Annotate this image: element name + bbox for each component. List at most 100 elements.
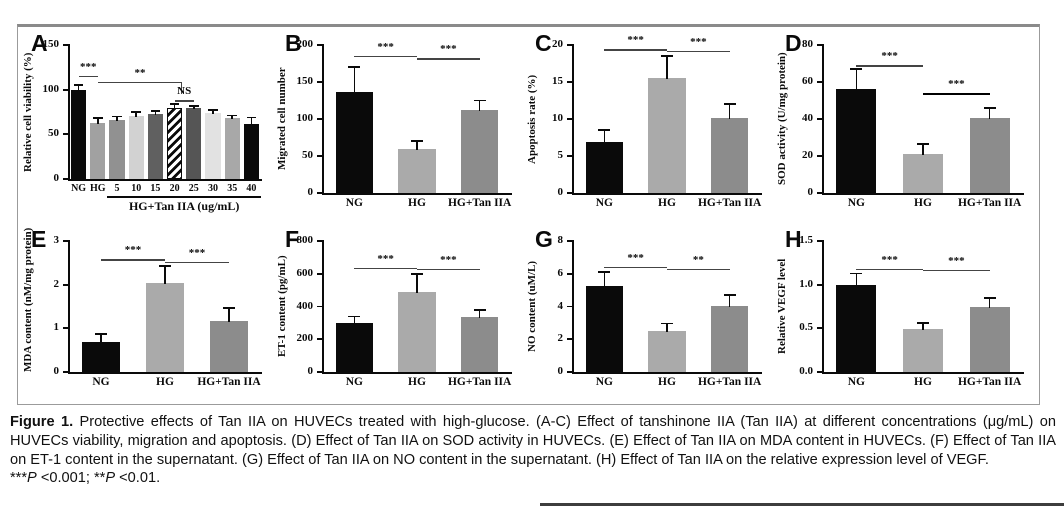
category-label: NG	[71, 183, 87, 194]
error-bar-cap	[983, 107, 996, 109]
y-tick-label: 400	[296, 299, 314, 312]
error-bar-line	[478, 100, 481, 112]
y-tick-mark	[817, 283, 822, 286]
y-tick-label: 200	[296, 332, 314, 345]
y-axis-line	[322, 44, 324, 194]
error-bar-line	[231, 115, 233, 120]
y-axis-line	[68, 44, 70, 180]
bar	[224, 118, 240, 179]
bar	[90, 122, 106, 179]
y-tick-mark	[63, 44, 68, 46]
y-tick-label: 150	[296, 75, 314, 87]
category-label: 5	[114, 183, 120, 194]
sig-label: ***	[627, 34, 644, 47]
error-bar-cap	[917, 322, 929, 324]
panel-b: B 0 50 100 150 200 Migrated cell number NG HG HG+…	[272, 27, 522, 223]
error-bar-cap	[131, 111, 141, 113]
sig-label: ***	[440, 254, 457, 267]
error-bar-line	[855, 69, 858, 91]
error-bar-line	[416, 141, 418, 151]
y-tick-mark	[63, 283, 68, 286]
x-axis-line	[68, 179, 262, 181]
category-label: HG	[914, 197, 932, 209]
panel-label: G	[535, 226, 553, 252]
error-bar-cap	[112, 115, 122, 118]
panel-label: D	[785, 30, 802, 56]
category-label: 25	[188, 183, 199, 194]
error-bar-cap	[150, 110, 161, 112]
bar	[460, 110, 499, 193]
y-tick-label: 0	[807, 186, 814, 198]
error-bar-line	[250, 117, 253, 125]
error-bar-cap	[917, 143, 929, 145]
y-axis-title: ET-1 content (pg/mL)	[276, 255, 288, 358]
sig-line	[923, 93, 990, 96]
error-bar-line	[100, 334, 102, 343]
y-axis-title: Relative cell viability (%)	[22, 52, 34, 172]
sig-line	[101, 259, 165, 261]
bar	[969, 118, 1010, 193]
category-label: HG	[658, 376, 676, 388]
bar	[109, 120, 125, 179]
y-tick-label: 8	[557, 234, 564, 246]
error-bar-cap	[411, 140, 423, 142]
category-label: 20	[169, 183, 180, 194]
sig-line	[174, 100, 194, 102]
bar	[836, 89, 877, 193]
sig-line	[354, 268, 417, 270]
error-bar-cap	[983, 296, 996, 299]
error-bar-cap	[850, 272, 863, 275]
sig-label: ***	[377, 253, 394, 266]
panel-label: E	[31, 226, 47, 252]
y-tick-mark	[317, 240, 322, 242]
y-tick-label: 0.0	[799, 365, 813, 377]
bar	[460, 316, 499, 372]
category-label: 40	[246, 183, 257, 194]
y-tick-label: 0.5	[799, 321, 813, 334]
y-tick-label: 100	[42, 82, 60, 95]
category-label: HG+Tan IIA	[697, 376, 762, 388]
panel-f: F 0 200 400 600 800 ET-1 content (pg/mL) NG HG HG…	[272, 223, 522, 402]
sig-label: ***	[948, 254, 965, 267]
stats-sig3: ***	[10, 470, 28, 486]
error-bar-line	[603, 130, 606, 143]
category-label: 10	[131, 183, 142, 194]
bar	[903, 154, 943, 193]
category-label: 15	[150, 183, 161, 194]
y-tick-label: 5	[557, 149, 564, 161]
error-bar-line	[353, 67, 356, 93]
y-tick-mark	[63, 178, 68, 180]
y-tick-mark	[317, 81, 322, 83]
y-tick-label: 800	[296, 234, 314, 246]
sig-label: **	[692, 253, 704, 266]
y-tick-mark	[817, 371, 822, 373]
bar	[585, 141, 624, 193]
error-bar-cap	[598, 129, 611, 131]
y-tick-mark	[317, 338, 322, 341]
error-bar-line	[728, 104, 731, 120]
x-group-line	[107, 196, 261, 198]
bar	[81, 341, 121, 372]
y-tick-mark	[317, 118, 322, 120]
category-label: HG	[90, 183, 106, 194]
stats-p1: P	[27, 470, 37, 486]
error-bar-line	[228, 307, 230, 322]
y-axis-title: MDA content (nM/mg protein)	[22, 227, 34, 372]
error-bar-cap	[661, 322, 673, 325]
error-bar-cap	[473, 99, 486, 102]
error-bar-line	[154, 111, 157, 115]
panel-label: A	[31, 30, 48, 56]
y-tick-label: 4	[557, 299, 564, 312]
category-label: HG	[914, 376, 932, 388]
sig-line	[604, 49, 667, 51]
category-label: NG	[847, 197, 865, 209]
y-tick-mark	[317, 371, 322, 373]
bar	[145, 283, 185, 372]
sig-line	[78, 76, 98, 78]
y-axis-line	[822, 44, 824, 194]
y-tick-mark	[817, 44, 822, 46]
x-axis-line	[822, 193, 1024, 195]
y-tick-mark	[567, 81, 572, 83]
error-bar-line	[164, 265, 166, 285]
